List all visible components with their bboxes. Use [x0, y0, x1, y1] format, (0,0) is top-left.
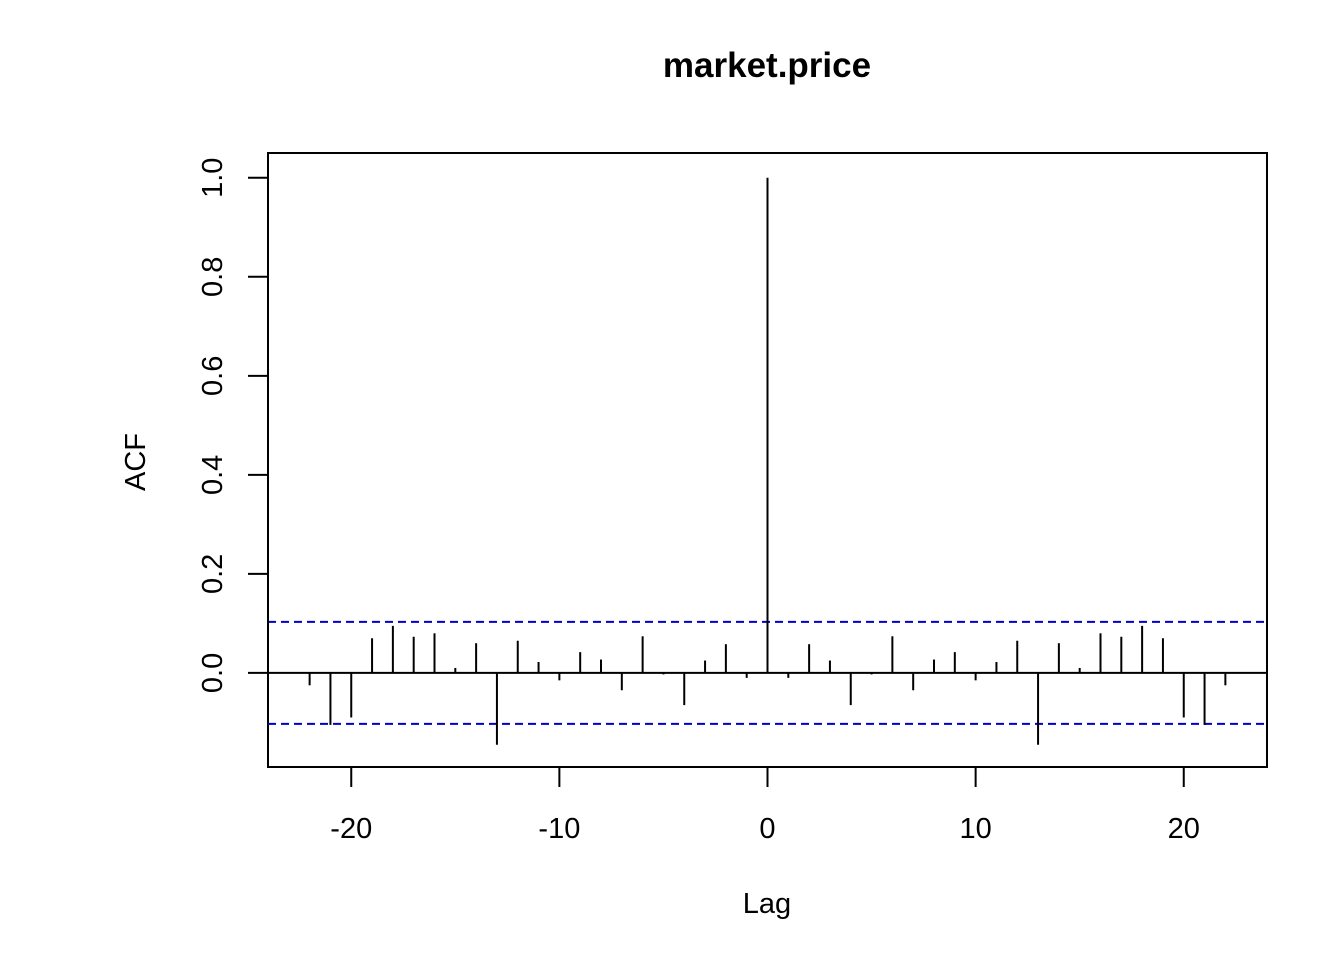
- x-axis-label: Lag: [743, 888, 791, 920]
- y-tick-label: 0.6: [197, 356, 229, 396]
- x-tick-label: -10: [538, 813, 580, 845]
- x-tick-label: 20: [1168, 813, 1200, 845]
- y-tick-label: 1.0: [197, 158, 229, 198]
- x-tick-label: 10: [959, 813, 991, 845]
- y-tick-label: 0.2: [197, 554, 229, 594]
- plot-marks: [268, 177, 1267, 745]
- chart-title: market.price: [663, 46, 871, 85]
- y-tick-label: 0.8: [197, 257, 229, 297]
- y-tick-label: 0.4: [197, 455, 229, 495]
- axes: -20 -10 0 10 20 0.0 0.2 0.4 0.6 0.8 1.0: [197, 158, 1200, 845]
- y-tick-label: 0.0: [197, 653, 229, 693]
- x-tick-label: 0: [759, 813, 775, 845]
- x-tick-label: -20: [330, 813, 372, 845]
- y-axis-label: ACF: [120, 433, 152, 491]
